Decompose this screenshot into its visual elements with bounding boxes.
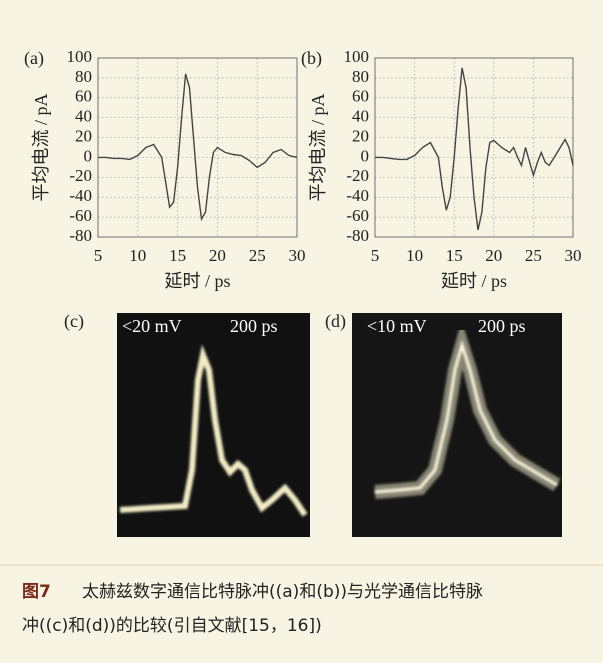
- scope-time: 200 ps: [230, 316, 278, 336]
- x-tick-label: 10: [129, 246, 146, 265]
- y-tick-label: 60: [75, 87, 92, 106]
- panel-label: (d): [325, 311, 346, 332]
- caption-text: 太赫兹数字通信比特脉冲((a)和(b))与光学通信比特脉: [82, 582, 483, 602]
- y-tick-label: -40: [69, 186, 92, 205]
- y-tick-label: -80: [69, 226, 92, 245]
- panel-label: (c): [64, 311, 84, 332]
- x-tick-label: 30: [289, 246, 306, 265]
- scope-trace: [119, 344, 308, 517]
- y-tick-label: 40: [75, 107, 92, 126]
- caption-text: 冲((c)和(d))的比较(引自文献[15，16]): [22, 616, 322, 636]
- y-tick-label: -60: [346, 206, 369, 225]
- y-axis-label: 平均电流 / pA: [308, 93, 328, 201]
- x-tick-label: 5: [94, 246, 103, 265]
- scope-scale: <10 mV: [367, 316, 427, 336]
- x-tick-label: 20: [485, 246, 502, 265]
- x-tick-label: 5: [371, 246, 380, 265]
- scope-trace: [374, 339, 558, 494]
- x-axis-label: 延时 / ps: [164, 271, 230, 291]
- y-tick-label: 80: [75, 67, 92, 86]
- y-tick-label: 40: [352, 107, 369, 126]
- x-tick-label: 15: [446, 246, 463, 265]
- x-tick-label: 30: [565, 246, 582, 265]
- y-tick-label: 0: [361, 146, 370, 165]
- panel-label: (b): [301, 48, 322, 69]
- y-tick-label: -20: [69, 166, 92, 185]
- y-tick-label: 20: [75, 126, 92, 145]
- y-tick-label: 100: [344, 47, 370, 66]
- y-tick-label: -80: [346, 226, 369, 245]
- y-tick-label: 0: [84, 146, 93, 165]
- y-tick-label: -20: [346, 166, 369, 185]
- y-tick-label: -40: [346, 186, 369, 205]
- x-tick-label: 10: [406, 246, 423, 265]
- plot-frame: [374, 57, 574, 238]
- plot-frame: [97, 57, 298, 238]
- data-line: [98, 73, 298, 222]
- x-tick-label: 20: [209, 246, 226, 265]
- y-tick-label: -60: [69, 206, 92, 225]
- x-tick-label: 25: [525, 246, 542, 265]
- panel-label: (a): [24, 48, 44, 69]
- data-line: [375, 67, 574, 231]
- y-tick-label: 100: [67, 47, 93, 66]
- x-tick-label: 25: [249, 246, 266, 265]
- y-tick-label: 20: [352, 126, 369, 145]
- y-axis-label: 平均电流 / pA: [31, 93, 51, 201]
- scope-time: 200 ps: [478, 316, 526, 336]
- caption-label: 图7: [22, 582, 51, 602]
- y-tick-label: 60: [352, 87, 369, 106]
- x-axis-label: 延时 / ps: [441, 271, 507, 291]
- scope-scale: <20 mV: [122, 316, 182, 336]
- y-tick-label: 80: [352, 67, 369, 86]
- x-tick-label: 15: [169, 246, 186, 265]
